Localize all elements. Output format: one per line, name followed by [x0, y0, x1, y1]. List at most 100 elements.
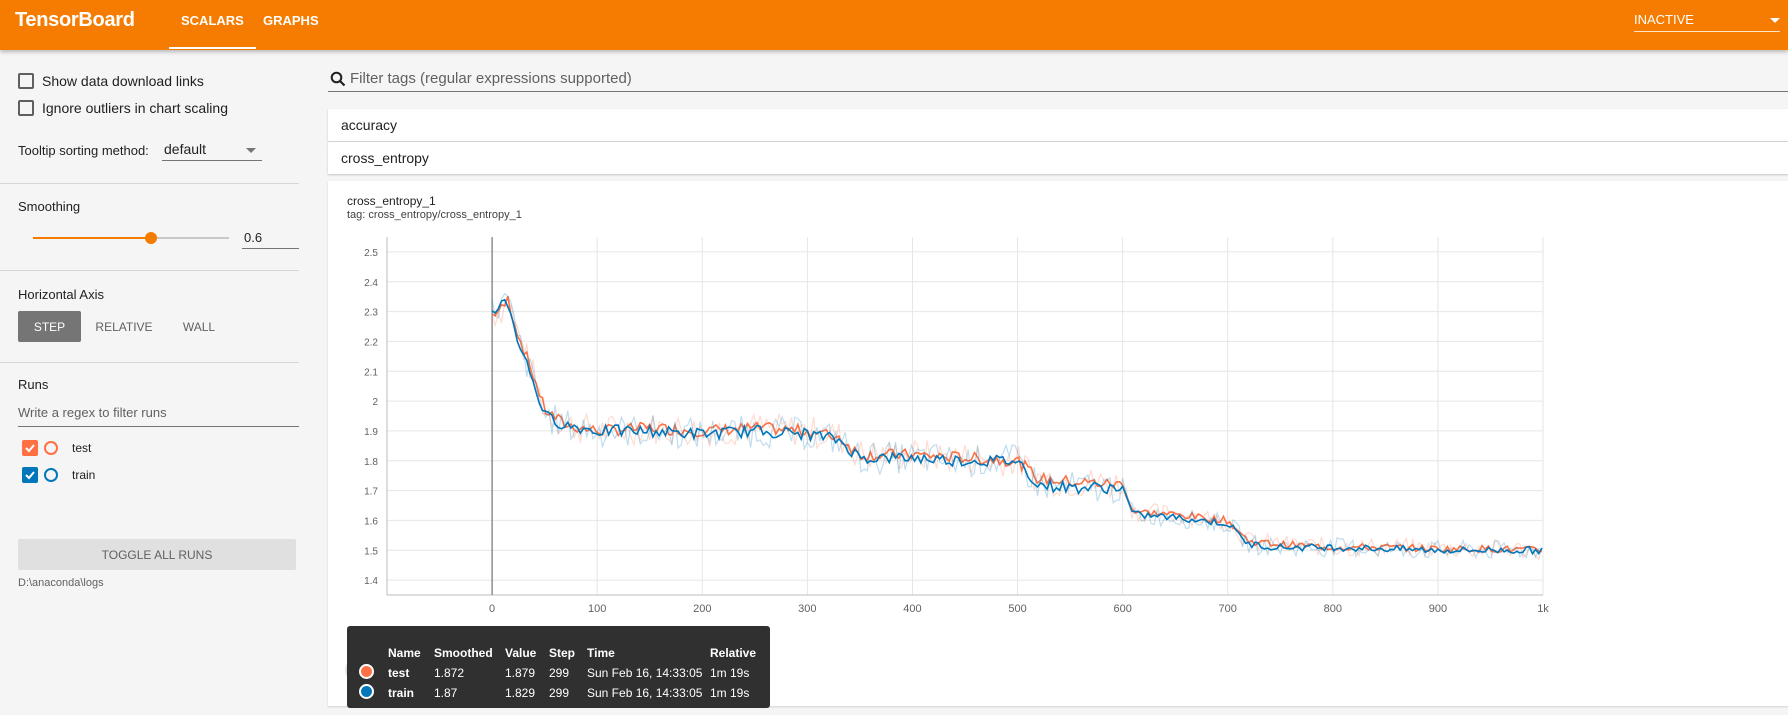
y-tick-label: 1.8 — [364, 457, 378, 468]
series-line-train — [491, 298, 1543, 556]
scalar-chart-card: cross_entropy_1 tag: cross_entropy/cross… — [328, 181, 1788, 706]
divider — [0, 183, 299, 184]
tooltip-row-time: Sun Feb 16, 14:33:05 — [587, 686, 703, 700]
checkmark-icon — [25, 471, 35, 480]
series-line-test — [491, 296, 1542, 554]
y-tick-label: 1.9 — [364, 427, 378, 438]
tag-filter-input[interactable]: Filter tags (regular expressions support… — [328, 68, 1788, 92]
y-tick-label: 1.4 — [364, 576, 378, 587]
tooltip-row-name: train — [388, 686, 415, 700]
tooltip-row-value: 1.829 — [505, 686, 536, 700]
x-tick-label: 0 — [489, 603, 495, 615]
tooltip-header-time: Time — [587, 646, 615, 660]
x-tick-label: 300 — [798, 603, 816, 615]
divider — [0, 270, 299, 271]
tooltip-header-value: Value — [505, 646, 537, 660]
tooltip-row-time: Sun Feb 16, 14:33:05 — [587, 666, 703, 680]
run-color-circle-test[interactable] — [44, 441, 58, 455]
chevron-down-icon — [1770, 18, 1780, 23]
x-tick-label: 600 — [1113, 603, 1131, 615]
tooltip-row-relative: 1m 19s — [710, 686, 750, 700]
x-tick-label: 500 — [1008, 603, 1026, 615]
divider — [0, 362, 299, 363]
status-dropdown[interactable]: INACTIVE — [1634, 10, 1780, 32]
tooltip-header-step: Step — [549, 646, 576, 660]
runs-filter-input[interactable]: Write a regex to filter runs — [18, 403, 299, 427]
x-tick-label: 1k — [1537, 603, 1549, 615]
y-tick-label: 1.6 — [364, 516, 378, 527]
axis-relative-button[interactable]: RELATIVE — [95, 319, 153, 334]
series-raw-line-test — [491, 300, 1543, 561]
y-tick-label: 2.4 — [364, 278, 378, 289]
sidebar: Show data download links Ignore outliers… — [0, 50, 300, 715]
tooltip-sorting-label: Tooltip sorting method: — [18, 143, 149, 158]
category-cross-entropy[interactable]: cross_entropy — [328, 142, 1788, 174]
tooltip-row-step: 299 — [549, 666, 570, 680]
y-tick-label: 1.7 — [364, 487, 378, 498]
tooltip-row-smoothed: 1.872 — [434, 666, 465, 680]
run-color-dot-train — [359, 684, 374, 699]
x-tick-label: 700 — [1219, 603, 1237, 615]
tooltip-header-name: Name — [388, 646, 421, 660]
y-tick-label: 2.1 — [364, 367, 378, 378]
horizontal-axis-title: Horizontal Axis — [18, 287, 104, 302]
chart-tooltip: Name Smoothed Value Step Time Relative t… — [347, 626, 770, 708]
axis-step-button[interactable]: STEP — [18, 311, 81, 342]
run-label-train: train — [72, 468, 96, 482]
smoothing-slider-knob[interactable] — [144, 232, 157, 244]
checkbox[interactable] — [18, 73, 34, 89]
chevron-down-icon — [246, 148, 256, 153]
x-tick-label: 400 — [903, 603, 921, 615]
run-label-test: test — [72, 441, 92, 455]
tag-filter-placeholder: Filter tags (regular expressions support… — [350, 70, 632, 87]
run-color-dot-test — [359, 664, 374, 679]
checkmark-icon — [25, 444, 35, 453]
smoothing-value-input[interactable]: 0.6 — [242, 227, 299, 249]
axis-wall-button[interactable]: WALL — [182, 319, 216, 334]
status-value: INACTIVE — [1634, 12, 1694, 27]
checkbox[interactable] — [18, 100, 34, 116]
y-tick-label: 2.5 — [364, 248, 378, 259]
y-tick-label: 2.2 — [364, 337, 378, 348]
top-toolbar: TensorBoard SCALARS GRAPHS INACTIVE — [0, 0, 1788, 50]
tooltip-row-step: 299 — [549, 686, 570, 700]
tooltip-row-smoothed: 1.87 — [434, 686, 458, 700]
chart-card-tag: tag: cross_entropy/cross_entropy_1 — [347, 209, 522, 221]
tooltip-sorting-dropdown[interactable]: default — [162, 139, 262, 161]
run-item-test[interactable]: test — [22, 440, 91, 456]
toggle-all-runs-button[interactable]: TOGGLE ALL RUNS — [18, 539, 296, 570]
tooltip-row-value: 1.879 — [505, 666, 536, 680]
tab-scalars[interactable]: SCALARS — [169, 13, 256, 49]
x-tick-label: 200 — [693, 603, 711, 615]
y-tick-label: 2.3 — [364, 308, 378, 319]
app-title: TensorBoard — [15, 9, 135, 31]
search-icon — [330, 71, 346, 87]
y-tick-label: 2 — [372, 397, 378, 408]
ignore-outliers-label: Ignore outliers in chart scaling — [42, 100, 228, 116]
runs-title: Runs — [18, 377, 49, 392]
x-tick-label: 100 — [588, 603, 606, 615]
y-tick-label: 1.5 — [364, 546, 378, 557]
tooltip-header-relative: Relative — [710, 646, 757, 660]
tab-graphs[interactable]: GRAPHS — [263, 13, 319, 28]
tooltip-row-relative: 1m 19s — [710, 666, 750, 680]
smoothing-title: Smoothing — [18, 199, 81, 214]
show-download-links-label: Show data download links — [42, 73, 204, 89]
run-color-circle-train[interactable] — [44, 468, 58, 482]
smoothing-slider-fill — [33, 237, 151, 239]
tooltip-sorting-value: default — [164, 141, 207, 157]
line-chart[interactable]: 0 100 200 300 400 500 600 700 800 900 1k 1.4 1.5 1.6 1… — [328, 181, 1788, 651]
run-checkbox-train[interactable] — [22, 467, 38, 483]
category-accuracy[interactable]: accuracy — [328, 109, 1788, 141]
smoothing-slider[interactable] — [33, 232, 229, 244]
run-checkbox-test[interactable] — [22, 440, 38, 456]
run-item-train[interactable]: train — [22, 467, 95, 483]
tooltip-header-smoothed: Smoothed — [434, 646, 493, 660]
log-directory: D:\anaconda\logs — [18, 577, 104, 589]
ignore-outliers-option[interactable]: Ignore outliers in chart scaling — [18, 100, 228, 116]
x-tick-label: 800 — [1324, 603, 1342, 615]
show-download-links-option[interactable]: Show data download links — [18, 73, 204, 89]
tooltip-row-name: test — [388, 666, 410, 680]
x-tick-label: 900 — [1429, 603, 1447, 615]
main-panel: Filter tags (regular expressions support… — [328, 50, 1788, 715]
